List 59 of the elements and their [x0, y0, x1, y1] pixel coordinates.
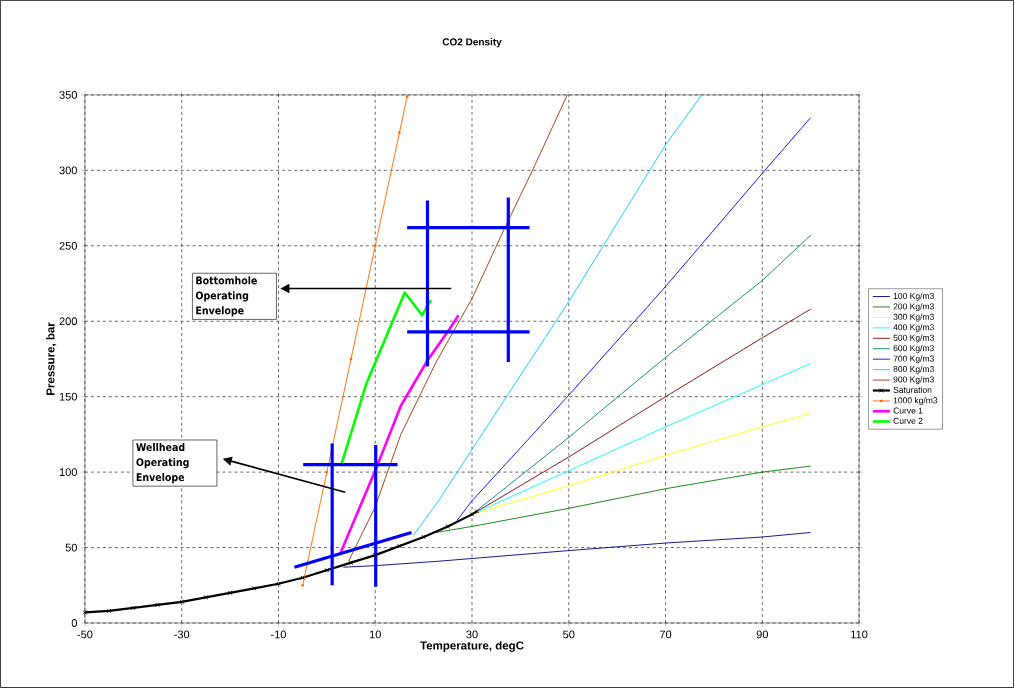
line-series: [435, 465, 812, 533]
annotation: Bottomhole Operating Envelope: [195, 276, 257, 317]
legend-label: 300 Kg/m3: [893, 313, 934, 322]
x-tick-label: 50: [563, 630, 575, 639]
legend-label: Curve 2: [893, 417, 923, 424]
point: [301, 583, 305, 587]
x-tick-label: 30: [466, 630, 478, 639]
legend-label: 700 Kg/m3: [893, 355, 934, 364]
point: [469, 512, 475, 517]
x-tick-label: -50: [77, 630, 93, 639]
chart-title: CO2 Density: [442, 38, 502, 48]
point: [300, 575, 305, 581]
legend-label: Saturation: [893, 386, 932, 393]
point: [203, 595, 209, 600]
y-tick-label: 50: [65, 543, 77, 552]
legend-label: 200 Kg/m3: [893, 303, 934, 312]
x-tick-label: 10: [369, 630, 381, 639]
point: [397, 131, 401, 135]
line-series: [456, 117, 812, 521]
legend-label: 500 Kg/m3: [893, 334, 934, 343]
legend-label: 600 Kg/m3: [893, 344, 934, 353]
line-series: [413, 94, 703, 536]
line-series: [339, 313, 460, 554]
line-series: [342, 532, 812, 568]
y-tick-label: 300: [59, 166, 77, 175]
legend-label: 800 Kg/m3: [893, 365, 934, 374]
legend-label: 100 Kg/m3: [893, 292, 934, 301]
legend-label: 1000 kg/m3: [893, 397, 938, 406]
point: [349, 357, 353, 361]
x-tick-label: -10: [271, 630, 286, 639]
point: [405, 95, 409, 98]
point: [373, 244, 377, 248]
point: [251, 586, 257, 591]
point: [276, 581, 281, 587]
x-tick-label: 110: [851, 630, 868, 639]
legend-label: 400 Kg/m3: [893, 324, 934, 332]
point: [474, 509, 480, 514]
point: [372, 552, 378, 558]
point: [325, 470, 329, 474]
y-tick-label: 0: [71, 619, 77, 627]
x-axis-title: Temperature, degC: [420, 641, 524, 652]
y-tick-label: 250: [59, 241, 77, 250]
y-tick-label: 150: [59, 392, 77, 401]
x-tick-label: 70: [659, 630, 672, 639]
line-series: [348, 94, 568, 562]
y-tick-label: 100: [59, 468, 77, 477]
y-axis-title: Pressure, bar: [46, 322, 57, 395]
legend-label: 900 Kg/m3: [893, 376, 934, 385]
point: [227, 590, 233, 596]
point: [82, 610, 88, 615]
point: [445, 524, 451, 529]
point: [179, 599, 184, 605]
y-tick-label: 350: [59, 91, 77, 99]
point: [421, 534, 426, 540]
x-tick-label: 90: [756, 630, 768, 639]
legend-label: Curve 1: [893, 407, 923, 414]
x-tick-label: -30: [174, 630, 190, 639]
annotation: Wellhead Operating Envelope: [136, 443, 189, 484]
y-tick-label: 200: [59, 317, 77, 326]
